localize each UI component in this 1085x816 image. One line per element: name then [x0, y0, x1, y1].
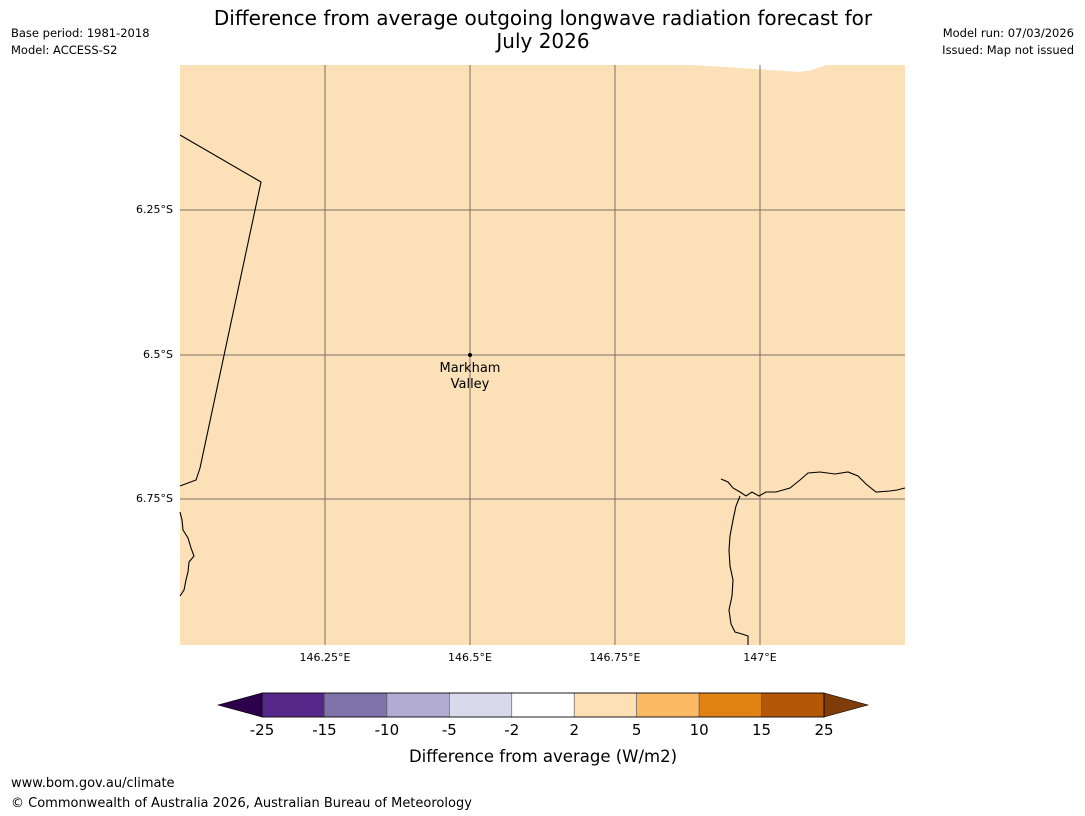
colorbar-tick-label: 10 — [690, 721, 709, 739]
lat-tick-label: 6.5°S — [143, 348, 173, 361]
lon-tick-label: 146.5°E — [448, 651, 492, 664]
colorbar-extend-max — [823, 692, 870, 718]
title-line-1: Difference from average outgoing longwav… — [213, 6, 873, 30]
colorbar-tick-label: 25 — [814, 721, 833, 739]
colorbar-label: Difference from average (W/m2) — [409, 747, 677, 766]
lat-tick-label: 6.25°S — [136, 203, 173, 216]
coastline-river — [728, 495, 749, 645]
colorbar-bin — [573, 692, 637, 718]
colorbar-tick-label: -15 — [312, 721, 337, 739]
colorbar-tick-label: 5 — [632, 721, 642, 739]
colorbar-tick-label: -10 — [375, 721, 400, 739]
colorbar-tick-label: 15 — [752, 721, 771, 739]
issued-status: Issued: Map not issued — [942, 43, 1074, 57]
footer-url: www.bom.gov.au/climate — [11, 776, 175, 791]
colorbar-tick-label: -5 — [442, 721, 457, 739]
lon-tick-label: 147°E — [743, 651, 776, 664]
coastline-west — [179, 511, 195, 597]
colorbar — [216, 692, 870, 718]
colorbar-tick-label: -2 — [504, 721, 519, 739]
colorbar-tick-label: -25 — [250, 721, 275, 739]
colorbar-bin — [324, 692, 388, 718]
colorbar-bin — [386, 692, 450, 718]
graticule — [180, 65, 905, 645]
colorbar-outline — [261, 692, 825, 718]
colorbar-bin — [449, 692, 513, 718]
base-period: Base period: 1981-2018 — [11, 26, 150, 40]
colorbar-extend-min — [216, 692, 263, 718]
title-line-2: July 2026 — [496, 29, 590, 53]
chart-title: Difference from average outgoing longwav… — [190, 7, 896, 53]
lon-tick-label: 146.75°E — [590, 651, 641, 664]
lat-tick-label: 6.75°S — [136, 492, 173, 505]
ocean-strip-top — [692, 65, 826, 72]
coastline-east — [720, 471, 906, 497]
colorbar-bin — [636, 692, 700, 718]
footer: www.bom.gov.au/climate © Commonwealth of… — [11, 774, 472, 814]
place-marker — [468, 353, 472, 357]
meta-right: Model run: 07/03/2026 Issued: Map not is… — [942, 25, 1074, 59]
colorbar-bin — [698, 692, 762, 718]
colorbar-ticks: -25 -15 -10 -5 -2 2 5 10 15 25 — [250, 721, 834, 739]
model-run: Model run: 07/03/2026 — [942, 26, 1074, 40]
colorbar-bin — [261, 692, 325, 718]
model-name: Model: ACCESS-S2 — [11, 43, 118, 57]
colorbar-tick-label: 2 — [569, 721, 579, 739]
border-line — [179, 134, 262, 487]
colorbar-bin — [511, 692, 575, 718]
footer-copyright: © Commonwealth of Australia 2026, Austra… — [11, 796, 472, 811]
place-label-line-1: Markham — [440, 361, 501, 376]
lon-tick-label: 146.25°E — [300, 651, 351, 664]
meta-left: Base period: 1981-2018 Model: ACCESS-S2 — [11, 25, 150, 59]
colorbar-bin — [761, 692, 825, 718]
place-label-line-2: Valley — [451, 377, 490, 392]
